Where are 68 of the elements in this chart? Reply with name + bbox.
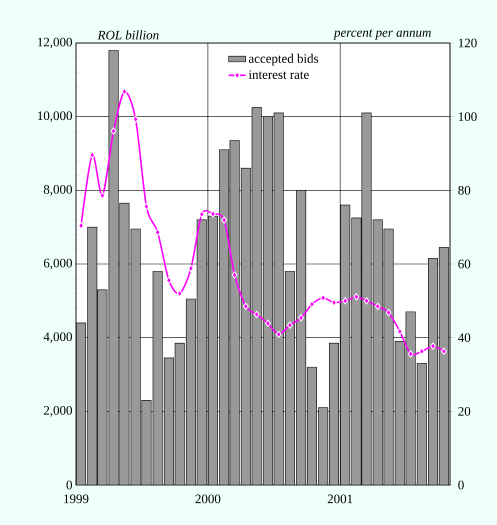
bar	[340, 204, 350, 485]
legend-label: interest rate	[248, 70, 309, 79]
bar	[384, 228, 394, 485]
y-tick-label: 10,000	[38, 111, 72, 122]
bar	[141, 400, 152, 485]
point	[430, 342, 436, 350]
bar	[219, 150, 230, 485]
bar	[174, 342, 185, 485]
point	[354, 293, 360, 300]
point	[386, 308, 392, 316]
y-axis-title: ROL billion	[98, 30, 159, 40]
point	[364, 297, 370, 305]
x-tick-label: 2000	[196, 494, 220, 504]
y2-tick-label: 20	[458, 406, 470, 416]
point	[144, 202, 150, 210]
bar	[164, 358, 174, 485]
bar	[240, 168, 251, 485]
y-tick-label: 0	[66, 480, 72, 490]
point	[242, 302, 249, 310]
point	[374, 302, 381, 310]
x-tick-label: 2001	[328, 494, 352, 504]
bar	[208, 216, 218, 485]
bar	[428, 258, 438, 485]
legend-label: accepted bids	[248, 54, 318, 66]
point	[298, 314, 304, 322]
point	[287, 321, 293, 329]
point	[254, 310, 260, 318]
point	[342, 297, 348, 305]
bar	[186, 298, 196, 485]
point	[276, 330, 282, 338]
bar	[76, 322, 86, 485]
bar	[262, 116, 273, 485]
point	[440, 348, 447, 355]
y2-tick-label: 80	[458, 186, 470, 195]
y2-tick-label: 0	[458, 480, 464, 490]
y-tick-label: 6,000	[44, 258, 72, 270]
point	[110, 127, 116, 135]
bar	[438, 247, 449, 485]
y2-tick-label: 120	[458, 38, 477, 48]
point	[232, 271, 238, 279]
point	[264, 320, 271, 327]
y-tick-label: 4,000	[44, 332, 72, 343]
bar	[394, 341, 405, 485]
y-tick-label: 8,000	[44, 185, 72, 196]
y2-tick-label: 60	[458, 260, 470, 268]
bar	[284, 271, 295, 485]
bar	[119, 202, 130, 485]
bar	[230, 140, 240, 485]
bar	[152, 271, 163, 485]
bar	[406, 312, 416, 485]
x-tick-label: 1999	[64, 494, 88, 504]
bar	[252, 107, 262, 485]
y2-axis-title: percent per annum	[333, 29, 431, 40]
bar	[329, 342, 340, 485]
bar	[416, 363, 427, 485]
point	[188, 264, 194, 272]
point	[408, 350, 414, 358]
y2-tick-label: 100	[458, 112, 477, 122]
point	[221, 216, 228, 224]
bar	[274, 112, 284, 485]
y-tick-label: 12,000	[38, 38, 72, 48]
y2-tick-label: 40	[458, 333, 470, 342]
bar	[296, 190, 306, 485]
bar	[130, 228, 141, 485]
bar	[372, 219, 383, 485]
y-tick-label: 2,000	[44, 406, 72, 417]
bar	[108, 50, 119, 485]
bar	[306, 366, 317, 485]
